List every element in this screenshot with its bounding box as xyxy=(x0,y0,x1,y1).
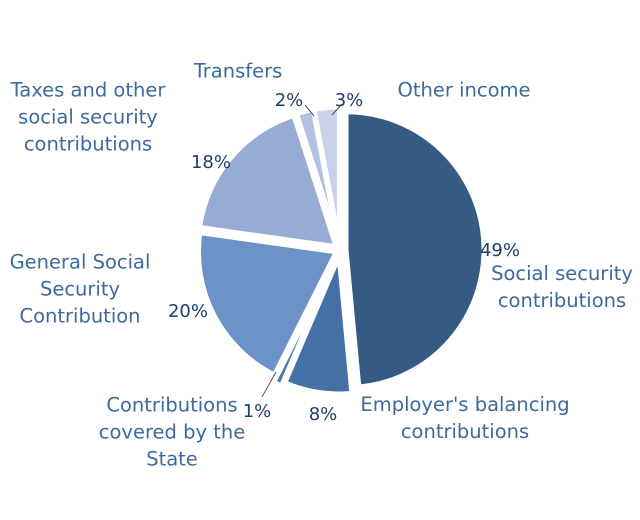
percent-label-other-income: 3% xyxy=(335,90,364,111)
pie-slice-contributions-covered-by-the-state xyxy=(271,256,339,389)
pie-slices xyxy=(195,104,487,397)
category-label-general-social-security-contribution: General Social Security Contribution xyxy=(10,251,151,328)
category-label-social-security-contributions: Social security contributions xyxy=(491,262,633,312)
percent-label-general-social-security-contribution: 20% xyxy=(168,301,208,322)
category-label-line: Contribution xyxy=(19,305,140,328)
percent-label-contributions-covered-by-the-state: 1% xyxy=(243,401,272,422)
category-label-line: Employer's balancing xyxy=(360,393,569,416)
leader-line-contributions-covered-by-the-state xyxy=(261,371,277,398)
category-label-line: contributions xyxy=(401,420,529,443)
category-label-taxes-and-other-social-security-contributions: Taxes and other social security contributi… xyxy=(10,79,167,156)
category-label-line: Social security xyxy=(491,262,633,285)
leader-lines xyxy=(261,103,343,398)
leader-line-other-income xyxy=(331,103,343,116)
percent-label-transfers: 2% xyxy=(275,90,304,111)
category-label-line: State xyxy=(146,448,198,471)
category-label-other-income: Other income xyxy=(398,79,531,102)
pie-slice-general-social-security-contribution xyxy=(195,230,339,378)
pie-slice-social-security-contributions xyxy=(343,109,487,390)
category-label-line: Transfers xyxy=(193,60,283,83)
category-label-transfers: Transfers xyxy=(193,60,283,83)
percent-labels: 49% 8% 1% 20% 18% 2% 3% xyxy=(168,90,520,425)
pie-slice-taxes-and-other-social-security-contributions xyxy=(197,112,339,250)
category-label-line: contributions xyxy=(24,133,152,156)
category-label-line: Contributions xyxy=(106,394,237,417)
category-label-line: Other income xyxy=(398,79,531,102)
percent-label-social-security-contributions: 49% xyxy=(480,240,520,261)
category-label-line: contributions xyxy=(498,289,626,312)
leader-line-transfers xyxy=(304,104,315,117)
category-label-line: covered by the xyxy=(99,421,245,444)
category-label-line: General Social xyxy=(10,251,151,274)
category-label-contributions-covered-by-the-state: Contributions covered by the State xyxy=(99,394,245,471)
category-label-employer-s-balancing-contributions: Employer's balancing contributions xyxy=(360,393,569,443)
percent-label-employer-s-balancing-contributions: 8% xyxy=(309,404,338,425)
category-label-line: Taxes and other xyxy=(10,79,167,102)
category-label-line: Security xyxy=(40,278,120,301)
category-label-line: social security xyxy=(18,106,158,129)
percent-label-taxes-and-other-social-security-contributions: 18% xyxy=(191,152,231,173)
